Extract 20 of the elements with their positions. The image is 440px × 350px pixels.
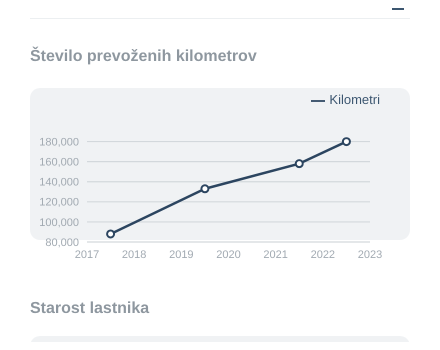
x-tick-label: 2018 [122,248,146,261]
x-tick-label: 2023 [358,248,382,261]
y-tick-label: 140,000 [39,176,79,189]
y-tick-label: 80,000 [45,236,79,249]
point [342,137,351,146]
point [294,159,304,168]
x-tick-label: 2020 [216,248,241,261]
chart-title: Število prevoženih kilometrov [30,48,257,66]
x-tick-label: 2022 [310,248,336,261]
y-tick-label: 120,000 [39,196,79,209]
x-tick-label: 2019 [169,248,194,261]
point [106,229,116,238]
y-tick-label: 100,000 [39,216,79,229]
y-tick-label: 160,000 [39,156,79,169]
y-tick-label: 180,000 [39,136,79,148]
x-tick-label: 2017 [74,248,100,261]
point [200,184,210,194]
text: Starost lastnika [30,300,150,318]
x-tick-label: 2021 [263,248,288,261]
legend-label: Kilometri [329,92,380,107]
